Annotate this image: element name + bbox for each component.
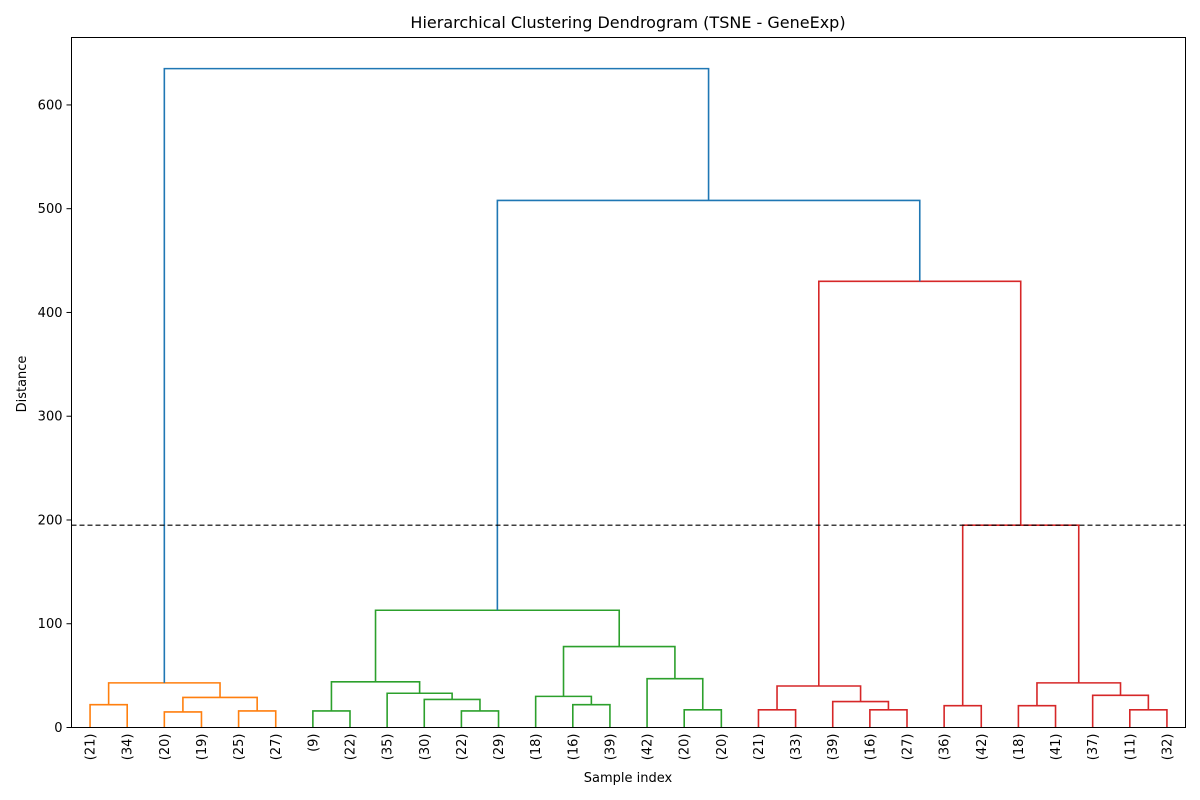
link-g10 — [562, 645, 676, 697]
leaf-label: (39) — [603, 734, 618, 761]
link-g1 — [312, 710, 351, 728]
dendrogram-links — [89, 67, 1168, 728]
link-o3 — [237, 710, 277, 728]
link-r8 — [1091, 694, 1150, 728]
leaf-label: (22) — [344, 734, 359, 761]
leaf-label: (42) — [641, 734, 656, 761]
y-axis-label: Distance — [15, 356, 30, 413]
link-o1 — [89, 703, 128, 728]
leaf-label: (18) — [529, 734, 544, 761]
leaf-label: (39) — [826, 734, 841, 761]
chart-title: Hierarchical Clustering Dendrogram (TSNE… — [410, 13, 845, 32]
link-r2 — [869, 709, 908, 728]
link-g8 — [683, 709, 723, 728]
leaf-label: (20) — [158, 734, 173, 761]
link-g3 — [423, 698, 481, 728]
leaf-label: (35) — [381, 734, 396, 761]
link-r10 — [961, 524, 1080, 706]
y-tick-label: 0 — [54, 721, 62, 736]
y-tick-label: 600 — [38, 98, 63, 113]
x-axis-label: Sample index — [584, 771, 673, 786]
link-r6 — [1017, 704, 1057, 728]
link-r7 — [1129, 709, 1168, 728]
link-g4 — [386, 692, 453, 728]
leaf-label: (41) — [1049, 734, 1064, 761]
link-r5 — [943, 704, 983, 728]
y-tick-label: 300 — [38, 410, 63, 425]
link-g11 — [374, 609, 621, 682]
plot-frame — [71, 37, 1186, 728]
link-g2 — [460, 710, 500, 728]
link-g7 — [534, 695, 593, 728]
leaf-label: (25) — [232, 734, 247, 761]
leaf-label: (37) — [1086, 734, 1101, 761]
leaf-label: (33) — [789, 734, 804, 761]
link-o5 — [107, 682, 221, 705]
link-g5 — [330, 681, 421, 711]
y-tick-label: 400 — [38, 306, 63, 321]
link-b2 — [163, 67, 710, 683]
link-g9 — [646, 677, 704, 728]
leaf-label: (30) — [418, 734, 433, 761]
leaf-label: (32) — [1160, 734, 1175, 761]
leaf-label: (19) — [195, 734, 210, 761]
leaf-label: (20) — [715, 734, 730, 761]
leaf-label: (34) — [121, 734, 136, 761]
leaf-label: (18) — [1012, 734, 1027, 761]
link-b1 — [496, 199, 921, 611]
leaf-label: (21) — [84, 734, 99, 761]
leaf-label: (27) — [901, 734, 916, 761]
link-g6 — [572, 703, 611, 728]
x-axis: (21) (34) (20) (19) (25) (27) (9) (22) (35) (30) (… — [84, 734, 1176, 761]
link-o2 — [163, 711, 203, 728]
leaf-label: (16) — [863, 734, 878, 761]
y-tick-label: 500 — [38, 202, 63, 217]
leaf-label: (11) — [1123, 734, 1138, 761]
leaf-label: (16) — [566, 734, 581, 761]
y-axis: 0 100 200 300 400 500 600 — [38, 98, 72, 736]
link-r3 — [831, 700, 890, 728]
leaf-label: (42) — [975, 734, 990, 761]
link-r4 — [776, 685, 862, 710]
link-r9 — [1036, 682, 1122, 706]
leaf-label: (20) — [678, 734, 693, 761]
leaf-label: (36) — [938, 734, 953, 761]
leaf-label: (22) — [455, 734, 470, 761]
link-r11 — [818, 280, 1022, 686]
leaf-label: (21) — [752, 734, 767, 761]
leaf-label: (27) — [269, 734, 284, 761]
y-tick-label: 200 — [38, 513, 63, 528]
leaf-label: (9) — [306, 734, 321, 752]
y-tick-label: 100 — [38, 617, 63, 632]
link-r1 — [757, 709, 797, 728]
leaf-label: (29) — [492, 734, 507, 761]
link-o4 — [182, 696, 258, 712]
